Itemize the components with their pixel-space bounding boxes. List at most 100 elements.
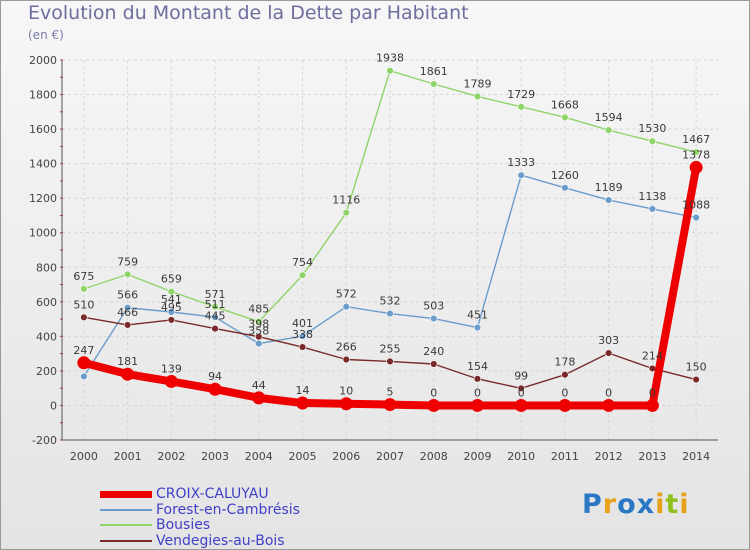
data-point <box>121 367 135 381</box>
logo-letter: i <box>679 489 690 520</box>
data-point <box>561 371 569 379</box>
data-label: 495 <box>161 301 182 314</box>
data-point <box>211 313 219 321</box>
logo-letter: o <box>617 489 637 520</box>
logo-letter: i <box>655 489 666 520</box>
data-label: 14 <box>296 384 310 397</box>
data-label: 572 <box>336 288 357 301</box>
data-label: 754 <box>292 256 313 269</box>
data-point <box>167 287 176 296</box>
data-label: 0 <box>474 386 481 399</box>
data-label: 0 <box>605 386 612 399</box>
data-label: 466 <box>117 306 138 319</box>
y-tick-label: 1000 <box>29 227 57 240</box>
legend-swatch <box>100 524 152 526</box>
data-label: 1189 <box>595 181 623 194</box>
data-point <box>342 302 350 311</box>
data-label: 1594 <box>595 111 623 124</box>
x-tick-label: 2014 <box>682 450 710 463</box>
y-tick-label: 1400 <box>29 158 57 171</box>
data-label: 0 <box>430 386 437 399</box>
data-point <box>604 349 613 357</box>
data-label: 1138 <box>638 190 666 203</box>
data-point <box>558 398 572 412</box>
data-label: 178 <box>554 356 575 369</box>
data-label: 10 <box>339 385 353 398</box>
data-point <box>296 396 310 410</box>
x-tick-label: 2012 <box>595 450 623 463</box>
data-point <box>252 391 266 405</box>
x-tick-label: 2009 <box>463 450 491 463</box>
data-label: 0 <box>518 386 525 399</box>
data-label: 1530 <box>638 122 666 135</box>
data-point <box>648 205 657 213</box>
legend-swatch <box>100 508 152 511</box>
data-point <box>211 324 219 333</box>
data-point <box>123 321 132 329</box>
x-tick-label: 2000 <box>70 450 98 463</box>
data-point <box>123 303 132 312</box>
data-point <box>386 67 394 75</box>
data-label: 214 <box>642 349 663 362</box>
data-point <box>298 332 307 340</box>
y-tick-label: 600 <box>36 296 57 309</box>
x-tick-label: 2006 <box>332 450 360 463</box>
data-label: 401 <box>292 317 313 330</box>
data-point <box>383 398 397 412</box>
data-label: 675 <box>73 270 94 283</box>
data-point <box>298 271 307 279</box>
data-point <box>123 270 132 279</box>
x-tick-label: 2007 <box>376 450 404 463</box>
data-label: 303 <box>598 334 619 347</box>
y-tick-label: 1800 <box>29 89 57 102</box>
data-point <box>255 317 263 326</box>
legend-label: Bousies <box>156 517 211 533</box>
legend-label: Vendegies-au-Bois <box>156 532 285 549</box>
data-point <box>692 375 700 384</box>
data-point <box>430 314 438 323</box>
data-label: 511 <box>205 298 226 311</box>
data-point <box>561 113 569 122</box>
data-point <box>430 360 438 368</box>
data-point <box>255 333 263 341</box>
data-label: 139 <box>161 362 182 375</box>
x-tick-label: 2013 <box>638 450 666 463</box>
data-label: 451 <box>467 309 488 322</box>
data-point <box>692 213 700 222</box>
data-point <box>80 372 88 381</box>
data-point <box>167 316 176 324</box>
data-label: 759 <box>117 255 138 268</box>
data-point <box>342 208 350 217</box>
data-point <box>514 398 528 412</box>
data-label: 566 <box>117 289 138 302</box>
data-label: 398 <box>248 318 269 331</box>
data-label: 150 <box>686 361 707 374</box>
data-point <box>648 137 657 145</box>
data-label: 240 <box>423 345 444 358</box>
data-point <box>430 80 438 88</box>
data-label: 1861 <box>420 65 448 78</box>
data-label: 571 <box>205 288 226 301</box>
data-label: 358 <box>248 325 269 338</box>
data-label: 99 <box>514 369 528 382</box>
data-point <box>473 92 482 101</box>
data-point <box>80 313 88 322</box>
data-point <box>298 343 307 351</box>
y-tick-label: 800 <box>36 261 57 274</box>
data-label: 1116 <box>332 194 360 207</box>
data-point <box>517 171 525 179</box>
data-point <box>602 398 616 412</box>
data-point <box>517 103 525 111</box>
legend-swatch <box>100 490 152 498</box>
y-tick-label: -200 <box>32 434 57 447</box>
data-label: 5 <box>387 386 394 399</box>
data-label: 1938 <box>376 52 404 65</box>
data-label: 1467 <box>682 133 710 146</box>
x-tick-label: 2010 <box>507 450 535 463</box>
legend-label: Forest-en-Cambrésis <box>156 501 300 518</box>
data-label: 1260 <box>551 169 579 182</box>
data-point <box>164 374 178 388</box>
data-label: 94 <box>208 370 222 383</box>
y-tick-label: 400 <box>36 330 57 343</box>
